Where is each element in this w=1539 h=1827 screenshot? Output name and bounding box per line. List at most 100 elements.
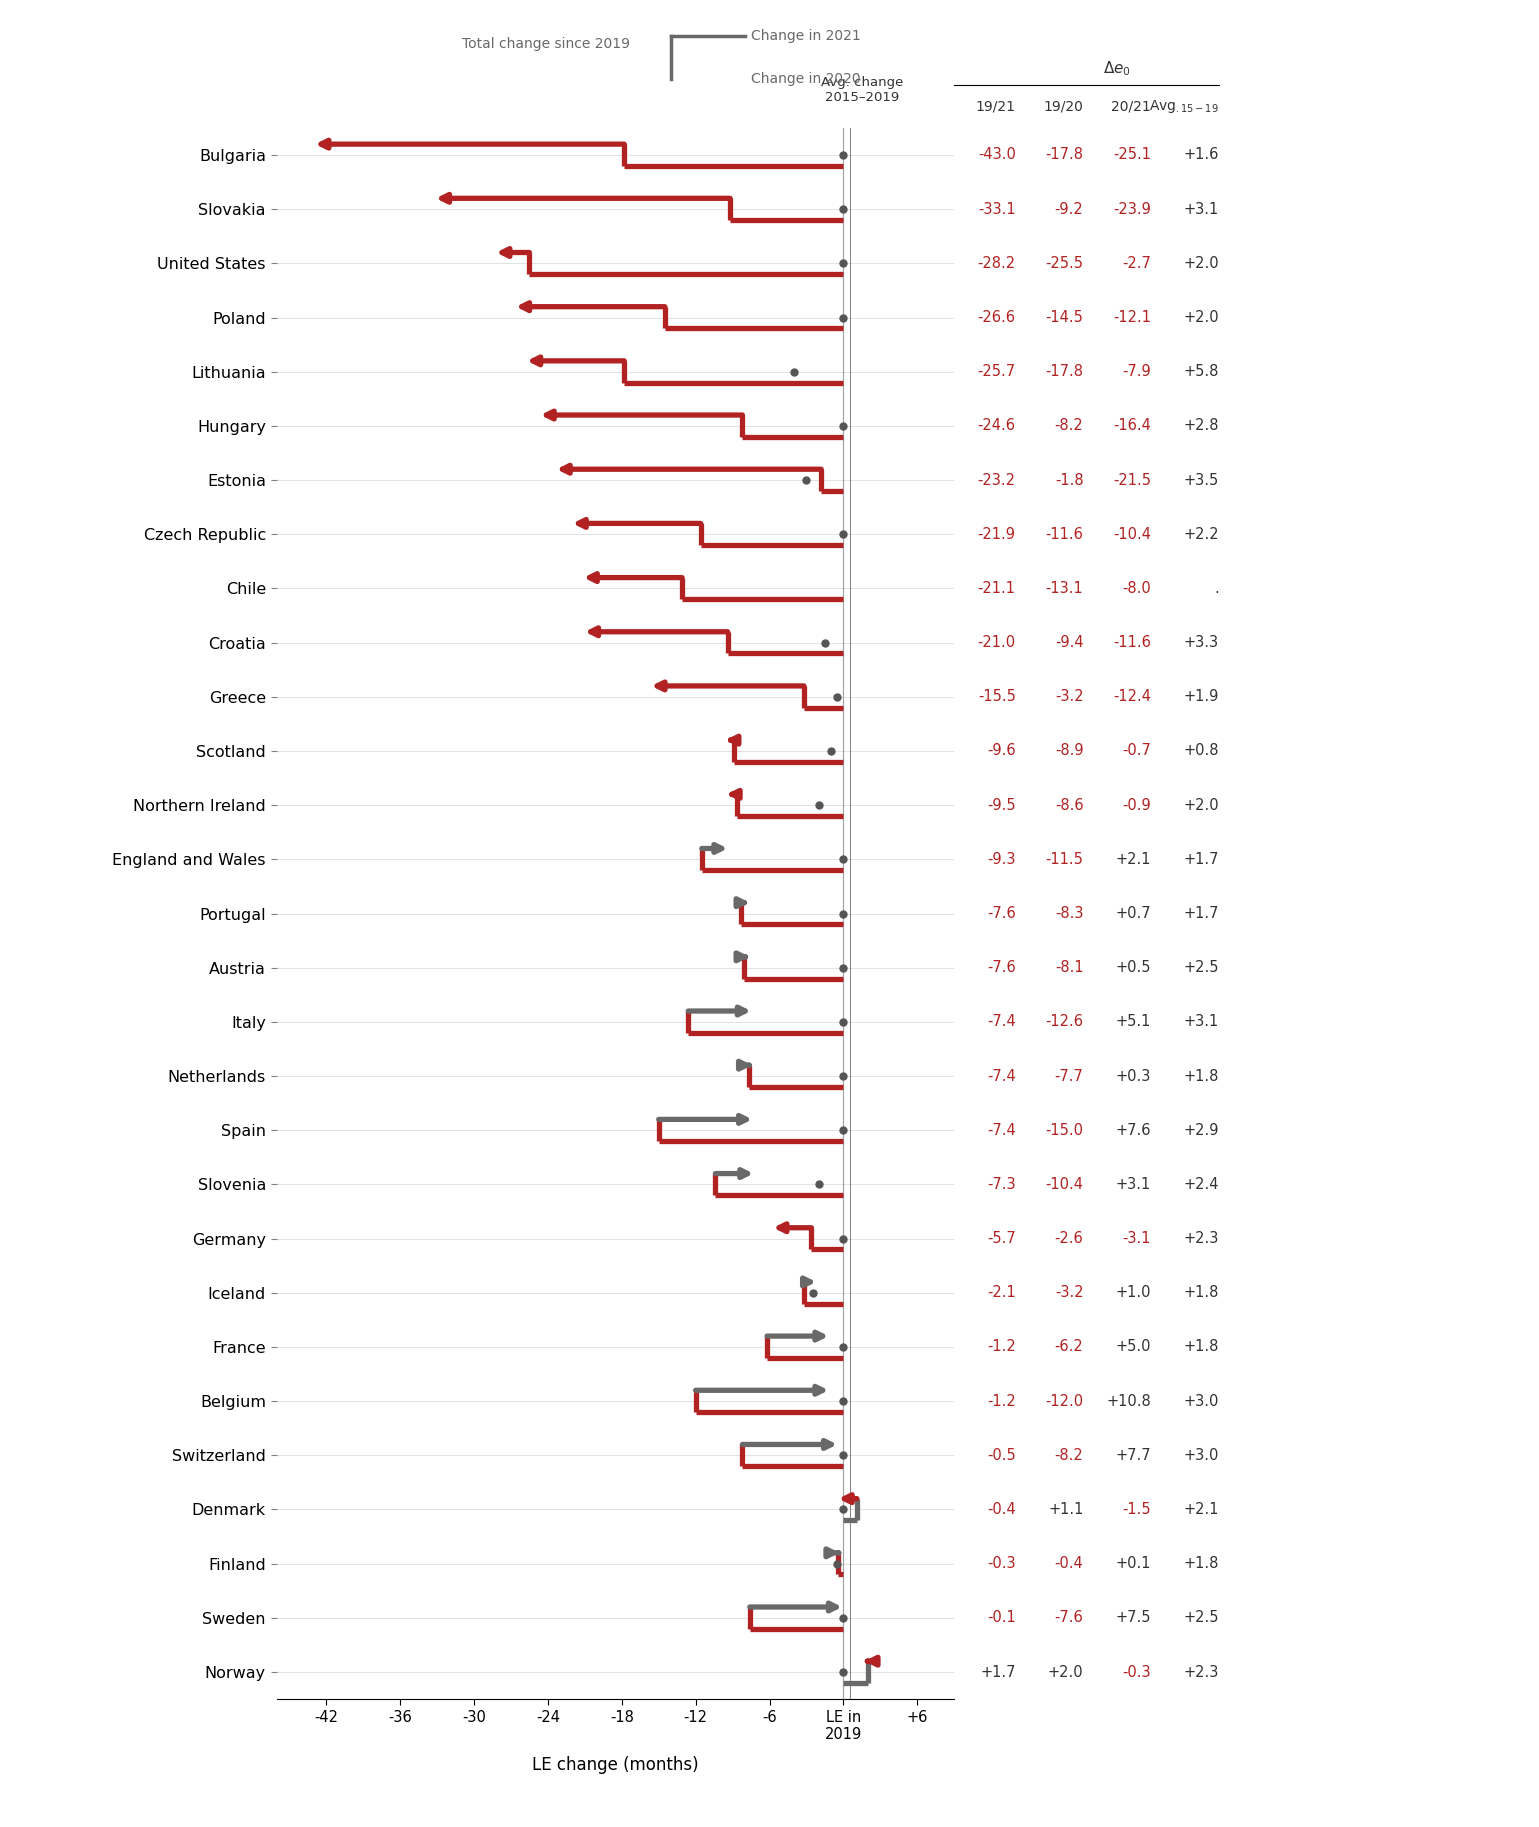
- Text: +3.1: +3.1: [1183, 201, 1219, 217]
- Text: -10.4: -10.4: [1045, 1177, 1083, 1191]
- Text: +7.7: +7.7: [1116, 1447, 1151, 1463]
- Text: Avg$_{.15-19}$: Avg$_{.15-19}$: [1150, 97, 1219, 115]
- Text: -7.4: -7.4: [986, 1069, 1016, 1083]
- Text: -11.5: -11.5: [1045, 851, 1083, 866]
- Text: +5.0: +5.0: [1116, 1339, 1151, 1354]
- Text: +2.0: +2.0: [1183, 311, 1219, 325]
- Text: +3.0: +3.0: [1183, 1447, 1219, 1463]
- Text: -10.4: -10.4: [1113, 526, 1151, 543]
- Text: -12.1: -12.1: [1113, 311, 1151, 325]
- Text: +2.0: +2.0: [1183, 256, 1219, 270]
- Text: -8.3: -8.3: [1054, 906, 1083, 921]
- Text: +1.7: +1.7: [1183, 851, 1219, 866]
- Text: -6.2: -6.2: [1054, 1339, 1083, 1354]
- Text: -21.0: -21.0: [977, 636, 1016, 650]
- Text: +2.3: +2.3: [1183, 1231, 1219, 1246]
- Text: -0.7: -0.7: [1122, 744, 1151, 758]
- Text: +1.8: +1.8: [1183, 1557, 1219, 1571]
- Text: -9.2: -9.2: [1054, 201, 1083, 217]
- Text: -15.5: -15.5: [977, 689, 1016, 703]
- Text: +3.1: +3.1: [1116, 1177, 1151, 1191]
- Text: -7.6: -7.6: [986, 906, 1016, 921]
- Text: +2.4: +2.4: [1183, 1177, 1219, 1191]
- Text: -0.1: -0.1: [986, 1610, 1016, 1626]
- Text: -0.3: -0.3: [1122, 1664, 1151, 1679]
- Text: +1.7: +1.7: [1183, 906, 1219, 921]
- Text: +2.0: +2.0: [1183, 798, 1219, 813]
- Text: -8.9: -8.9: [1054, 744, 1083, 758]
- Text: +2.8: +2.8: [1183, 418, 1219, 433]
- Text: -7.6: -7.6: [1054, 1610, 1083, 1626]
- Text: -7.4: -7.4: [986, 1014, 1016, 1029]
- Text: -2.1: -2.1: [986, 1284, 1016, 1301]
- Text: Avg. change
2015–2019: Avg. change 2015–2019: [820, 77, 903, 104]
- Text: -26.6: -26.6: [977, 311, 1016, 325]
- Text: -12.0: -12.0: [1045, 1394, 1083, 1409]
- Text: -3.2: -3.2: [1054, 689, 1083, 703]
- Text: -11.6: -11.6: [1045, 526, 1083, 543]
- Text: -7.9: -7.9: [1122, 364, 1151, 380]
- Text: -21.5: -21.5: [1113, 473, 1151, 488]
- Text: -8.0: -8.0: [1122, 581, 1151, 596]
- Text: +1.9: +1.9: [1183, 689, 1219, 703]
- Text: -24.6: -24.6: [977, 418, 1016, 433]
- Text: +7.6: +7.6: [1116, 1124, 1151, 1138]
- Text: -25.5: -25.5: [1045, 256, 1083, 270]
- Text: +2.0: +2.0: [1048, 1664, 1083, 1679]
- Text: Change in 2021: Change in 2021: [751, 29, 860, 42]
- Text: -23.2: -23.2: [977, 473, 1016, 488]
- Text: +0.3: +0.3: [1116, 1069, 1151, 1083]
- Text: +3.5: +3.5: [1183, 473, 1219, 488]
- Text: +2.2: +2.2: [1183, 526, 1219, 543]
- Text: Total change since 2019: Total change since 2019: [462, 37, 629, 51]
- Text: .: .: [1214, 581, 1219, 596]
- Text: 19/20: 19/20: [1043, 99, 1083, 113]
- Text: -8.1: -8.1: [1054, 961, 1083, 976]
- Text: -43.0: -43.0: [977, 148, 1016, 163]
- Text: +2.5: +2.5: [1183, 1610, 1219, 1626]
- Text: +1.7: +1.7: [980, 1664, 1016, 1679]
- Text: +3.3: +3.3: [1183, 636, 1219, 650]
- Text: -5.7: -5.7: [986, 1231, 1016, 1246]
- Text: -0.4: -0.4: [986, 1502, 1016, 1516]
- X-axis label: LE change (months): LE change (months): [532, 1756, 699, 1774]
- Text: +0.7: +0.7: [1116, 906, 1151, 921]
- Text: -12.4: -12.4: [1113, 689, 1151, 703]
- Text: -14.5: -14.5: [1045, 311, 1083, 325]
- Text: +5.8: +5.8: [1183, 364, 1219, 380]
- Text: +2.9: +2.9: [1183, 1124, 1219, 1138]
- Text: +1.0: +1.0: [1116, 1284, 1151, 1301]
- Text: +0.8: +0.8: [1183, 744, 1219, 758]
- Text: $\Delta e_0$: $\Delta e_0$: [1103, 58, 1131, 77]
- Text: -7.3: -7.3: [986, 1177, 1016, 1191]
- Text: -9.6: -9.6: [986, 744, 1016, 758]
- Text: +2.1: +2.1: [1183, 1502, 1219, 1516]
- Text: -15.0: -15.0: [1045, 1124, 1083, 1138]
- Text: -33.1: -33.1: [979, 201, 1016, 217]
- Text: -17.8: -17.8: [1045, 148, 1083, 163]
- Text: -1.5: -1.5: [1122, 1502, 1151, 1516]
- Text: -0.3: -0.3: [986, 1557, 1016, 1571]
- Text: -16.4: -16.4: [1113, 418, 1151, 433]
- Text: -23.9: -23.9: [1113, 201, 1151, 217]
- Text: 20/21: 20/21: [1111, 99, 1151, 113]
- Text: -21.1: -21.1: [977, 581, 1016, 596]
- Text: +5.1: +5.1: [1116, 1014, 1151, 1029]
- Text: -21.9: -21.9: [977, 526, 1016, 543]
- Text: -9.3: -9.3: [986, 851, 1016, 866]
- Text: +1.8: +1.8: [1183, 1069, 1219, 1083]
- Text: +7.5: +7.5: [1116, 1610, 1151, 1626]
- Text: -12.6: -12.6: [1045, 1014, 1083, 1029]
- Text: -28.2: -28.2: [977, 256, 1016, 270]
- Text: -3.2: -3.2: [1054, 1284, 1083, 1301]
- Text: -25.1: -25.1: [1113, 148, 1151, 163]
- Text: -1.2: -1.2: [986, 1394, 1016, 1409]
- Text: +2.3: +2.3: [1183, 1664, 1219, 1679]
- Text: -7.4: -7.4: [986, 1124, 1016, 1138]
- Text: 19/21: 19/21: [976, 99, 1016, 113]
- Text: +1.1: +1.1: [1048, 1502, 1083, 1516]
- Text: -1.2: -1.2: [986, 1339, 1016, 1354]
- Text: -7.7: -7.7: [1054, 1069, 1083, 1083]
- Text: +10.8: +10.8: [1107, 1394, 1151, 1409]
- Text: -2.7: -2.7: [1122, 256, 1151, 270]
